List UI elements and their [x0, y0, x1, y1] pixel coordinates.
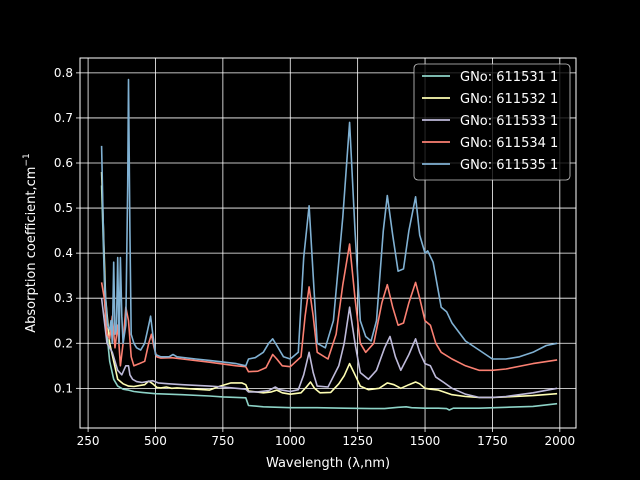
legend: GNo: 611531 1 GNo: 611532 1 GNo: 611533 1 G… — [413, 63, 571, 181]
y-tick-label: 0.5 — [54, 201, 73, 215]
y-axis-label: Absorption coefficient,cm−1 — [22, 153, 39, 333]
x-tick-label: 1500 — [410, 434, 441, 448]
y-axis-label-superscript: −1 — [22, 153, 32, 166]
y-tick-label: 0.6 — [54, 156, 73, 170]
series-line-2 — [100, 171, 558, 399]
legend-label: GNo: 611535 1 — [460, 158, 558, 173]
legend-label: GNo: 611533 1 — [460, 114, 558, 129]
plot-frame — [79, 57, 577, 429]
y-tick-label: 0.3 — [54, 291, 73, 305]
y-tick-label: 0.2 — [54, 336, 73, 350]
y-tick-label: 0.7 — [54, 111, 73, 125]
series-line-3 — [100, 298, 558, 399]
x-tick-label: 250 — [77, 434, 100, 448]
legend-box — [413, 63, 571, 181]
legend-label: GNo: 611532 1 — [460, 92, 558, 107]
x-tick-label: 2000 — [545, 434, 576, 448]
x-tick-label: 1250 — [342, 434, 373, 448]
legend-label: GNo: 611531 1 — [460, 70, 558, 85]
x-tick-label: 750 — [211, 434, 234, 448]
x-tick-label: 500 — [144, 434, 167, 448]
y-tick-label: 0.4 — [54, 246, 73, 260]
x-axis-label: Wavelength (λ,nm) — [266, 456, 390, 471]
series-lines — [100, 78, 558, 411]
x-tick-label: 1000 — [275, 434, 306, 448]
legend-label: GNo: 611534 1 — [460, 136, 558, 151]
axis-ticks: 250 500 750 1000 1250 1500 1750 2000 0.1 0.2 0.3 0.… — [54, 66, 575, 448]
y-tick-label: 0.8 — [54, 66, 73, 80]
x-tick-label: 1750 — [477, 434, 508, 448]
y-axis-label-main: Absorption coefficient,cm — [24, 167, 39, 333]
series-line-5 — [100, 78, 558, 367]
y-tick-label: 0.1 — [54, 381, 73, 395]
series-line-1 — [100, 185, 558, 411]
series-line-4 — [100, 243, 558, 373]
